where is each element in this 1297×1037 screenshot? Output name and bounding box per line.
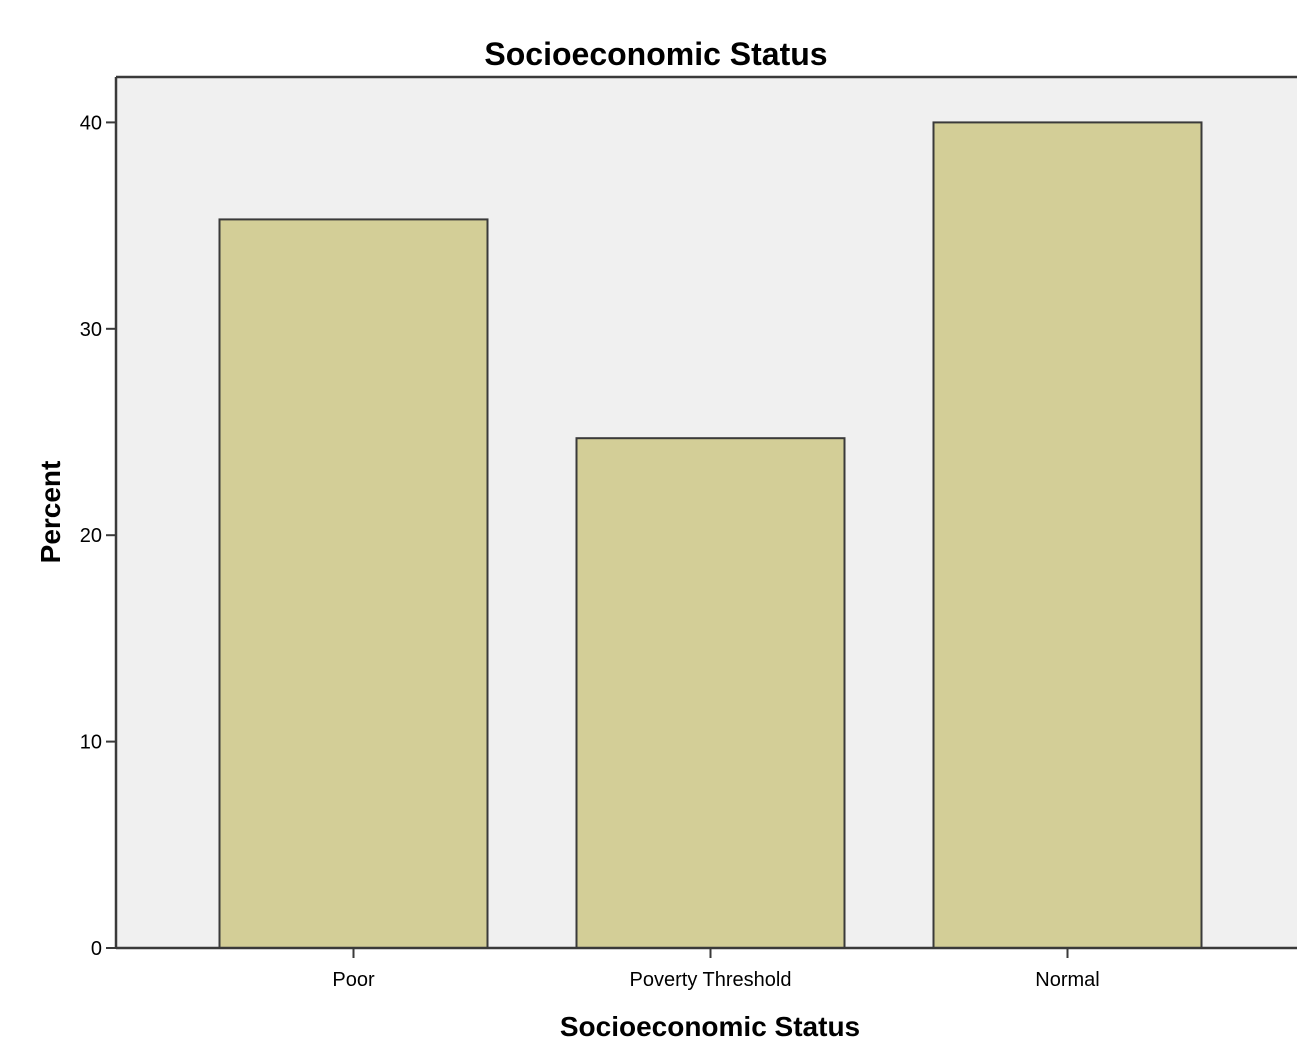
x-tick-label: Poverty Threshold [630,969,792,991]
y-tick-label: 0 [91,938,102,960]
y-axis-ticks: 0 10 20 30 40 [80,112,116,960]
bar-normal [932,121,1203,949]
bar-poverty-threshold [575,437,846,949]
y-tick-label: 20 [80,525,102,547]
bar-poor [218,218,489,950]
y-tick-label: 30 [80,319,102,341]
x-tick-label: Normal [1035,969,1099,991]
y-tick-label: 10 [80,732,102,754]
x-tick-label: Poor [332,969,375,991]
bars-group [218,121,1203,950]
y-axis-title: Percent [35,461,66,564]
chart-title: Socioeconomic Status [484,36,827,72]
x-axis-title: Socioeconomic Status [560,1011,860,1037]
x-axis-ticks: Poor Poverty Threshold Normal [332,948,1100,991]
y-tick-label: 40 [80,112,102,134]
